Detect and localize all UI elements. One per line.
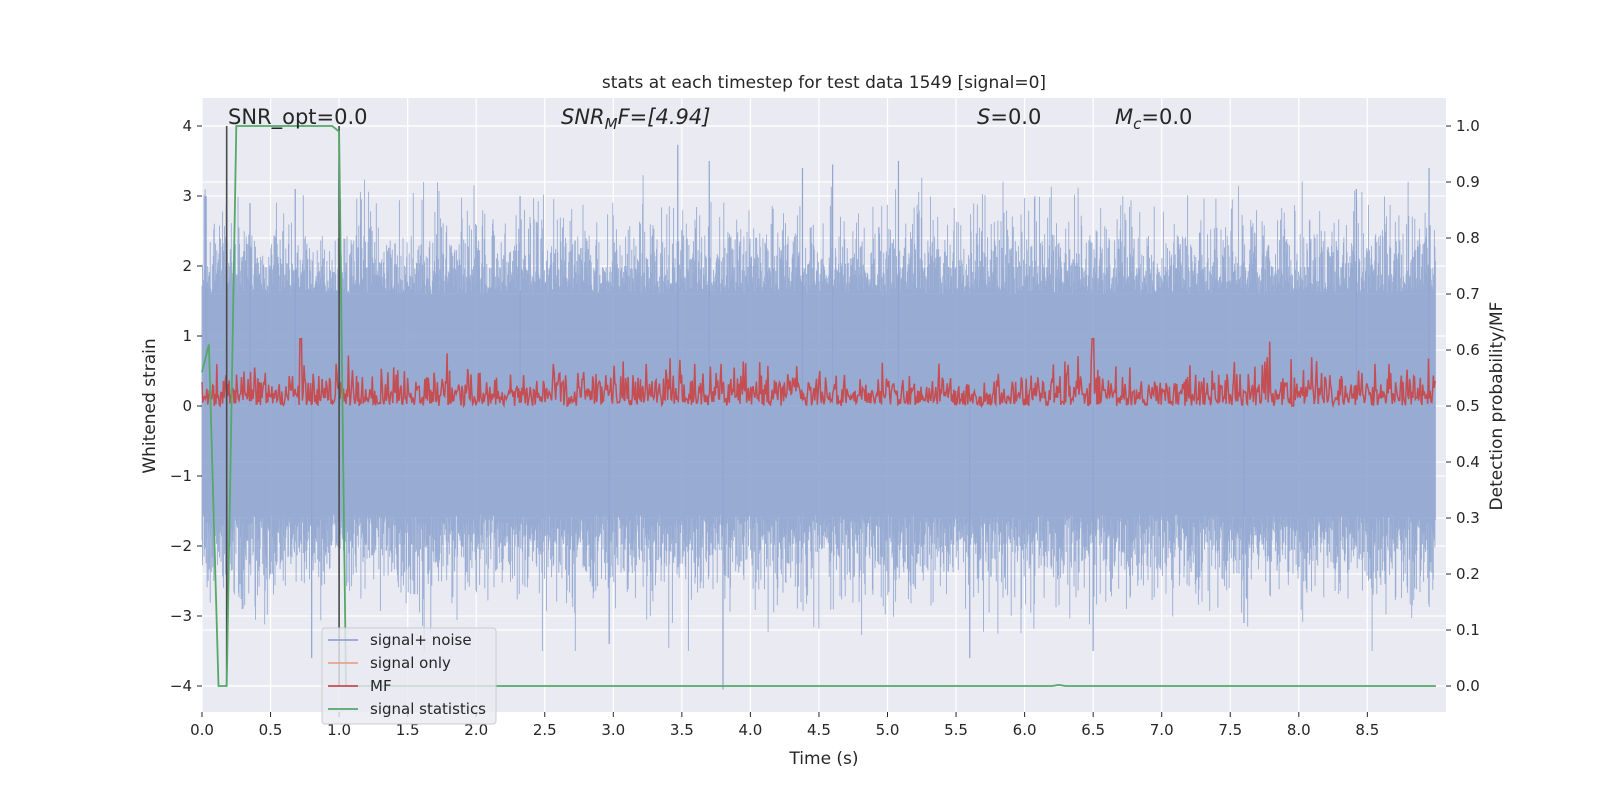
right-y-axis-ticks: 1.0 0.9 0.8 0.7 0.6 0.5 0.4 0.3 0.2 0.1 0.0	[1446, 117, 1480, 695]
annotation-mc-value: =0.0	[1141, 105, 1192, 129]
left-y-tick-label: −2	[170, 537, 192, 555]
x-tick-label: 8.0	[1287, 721, 1311, 739]
x-tick-label: 7.5	[1218, 721, 1242, 739]
annotation-snr-mf-sub: M	[605, 115, 618, 133]
x-tick-label: 1.5	[396, 721, 420, 739]
annotation-mc: Mc=0.0	[1115, 105, 1192, 133]
left-y-axis-ticks: 4 3 2 1 0 −1 −2 −3 −4	[170, 117, 202, 695]
right-y-tick-label: 0.8	[1456, 229, 1480, 247]
left-y-tick-label: 2	[182, 257, 192, 275]
x-tick-label: 0.5	[259, 721, 283, 739]
annotation-snr-mf-rest: F=[4.94]	[618, 105, 711, 129]
x-tick-label: 4.0	[738, 721, 762, 739]
x-tick-label: 5.5	[944, 721, 968, 739]
x-tick-label: 4.5	[807, 721, 831, 739]
annotation-s-value: =0.0	[990, 105, 1041, 129]
left-y-tick-label: 1	[182, 327, 192, 345]
x-tick-label: 1.0	[327, 721, 351, 739]
x-tick-label: 3.0	[601, 721, 625, 739]
legend-label-signal-only: signal only	[370, 654, 451, 672]
x-tick-label: 6.0	[1013, 721, 1037, 739]
left-y-tick-label: −3	[170, 607, 192, 625]
right-y-tick-label: 0.3	[1456, 509, 1480, 527]
right-y-tick-label: 0.2	[1456, 565, 1480, 583]
right-y-tick-label: 0.6	[1456, 341, 1480, 359]
chart-title: stats at each timestep for test data 154…	[602, 73, 1046, 93]
right-y-axis-label: Detection probability/MF	[1487, 302, 1507, 511]
legend-label-signal-noise: signal+ noise	[370, 631, 472, 649]
vertical-markers	[225, 126, 340, 686]
annotation-snr-opt: SNR_opt=0.0	[228, 105, 368, 130]
legend-box	[321, 627, 497, 725]
mf-line	[201, 338, 1436, 409]
annotation-mc-symbol: M	[1115, 105, 1133, 129]
annotation-snr-mf-base: SNR	[561, 105, 605, 129]
x-tick-label: 2.0	[464, 721, 488, 739]
annotation-mc-sub: c	[1133, 115, 1142, 133]
x-tick-label: 7.0	[1150, 721, 1174, 739]
x-tick-label: 5.0	[876, 721, 900, 739]
annotation-s-symbol: S	[977, 105, 990, 129]
x-tick-label: 0.0	[190, 721, 214, 739]
x-tick-label: 8.5	[1355, 721, 1379, 739]
right-y-tick-label: 0.0	[1456, 677, 1480, 695]
left-y-tick-label: −4	[170, 677, 192, 695]
annotation-s: S=0.0	[977, 105, 1041, 129]
legend: signal+ noise signal only MF signal stat…	[321, 627, 497, 725]
mf-series	[201, 338, 1436, 409]
x-tick-label: 3.5	[670, 721, 694, 739]
x-axis-ticks: 0.0 0.5 1.0 1.5 2.0 2.5 3.0 3.5 4.0 4.5 5.0 5.5 6.0 6…	[190, 712, 1379, 739]
signal-statistics-line	[201, 125, 1436, 687]
left-y-axis-label: Whitened strain	[140, 338, 160, 473]
right-y-tick-label: 0.9	[1456, 173, 1480, 191]
left-y-tick-label: 4	[182, 117, 192, 135]
annotation-snr-mf: SNRMF=[4.94]	[561, 105, 710, 133]
x-tick-label: 6.5	[1081, 721, 1105, 739]
right-y-tick-label: 0.5	[1456, 397, 1480, 415]
legend-label-signal-statistics: signal statistics	[370, 700, 486, 718]
legend-label-mf: MF	[370, 677, 392, 695]
signal-statistics-series	[201, 125, 1436, 687]
left-y-tick-label: 3	[182, 187, 192, 205]
right-y-tick-label: 1.0	[1456, 117, 1480, 135]
x-tick-label: 2.5	[533, 721, 557, 739]
right-y-tick-label: 0.7	[1456, 285, 1480, 303]
left-y-tick-label: −1	[170, 467, 192, 485]
right-y-tick-label: 0.4	[1456, 453, 1480, 471]
right-y-tick-label: 0.1	[1456, 621, 1480, 639]
x-axis-label: Time (s)	[788, 749, 858, 769]
left-y-tick-label: 0	[182, 397, 192, 415]
